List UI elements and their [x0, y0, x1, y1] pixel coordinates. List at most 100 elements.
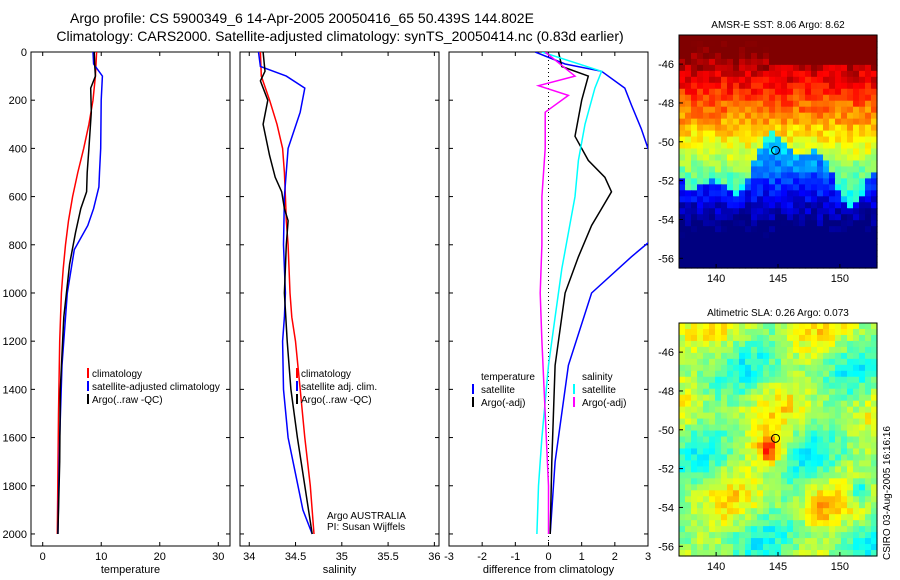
map-cell — [679, 388, 686, 396]
map-cell — [679, 520, 686, 527]
map-cell — [805, 538, 812, 545]
map-cell — [715, 238, 722, 245]
map-cell — [781, 238, 788, 245]
map-cell — [799, 514, 806, 521]
map-cell — [709, 340, 716, 348]
map-cell — [685, 454, 692, 462]
map-cell — [757, 100, 764, 108]
map-cell — [853, 538, 860, 545]
map-cell — [769, 442, 776, 450]
map-cell — [709, 112, 716, 120]
map-cell — [739, 376, 746, 384]
map-cell — [703, 106, 710, 114]
map-cell — [751, 35, 758, 42]
map-cell — [811, 100, 818, 108]
map-cell — [775, 424, 782, 432]
map-cell — [709, 35, 716, 42]
map-cell — [703, 154, 710, 162]
map-cell — [727, 448, 734, 456]
map-cell — [787, 64, 794, 72]
map-cell — [763, 538, 770, 545]
map-cell — [739, 334, 746, 342]
map-cell — [691, 160, 698, 168]
map-cell — [745, 502, 752, 509]
map-cell — [787, 346, 794, 354]
map-cell — [745, 400, 752, 408]
map-cell — [757, 172, 764, 179]
map-cell — [799, 418, 806, 426]
map-cell — [805, 412, 812, 420]
map-cell — [733, 46, 740, 54]
map-cell — [703, 148, 710, 156]
map-cell — [811, 364, 818, 372]
map-cell — [721, 142, 728, 150]
map-cell — [715, 208, 722, 215]
map-cell — [769, 112, 776, 120]
map-cell — [769, 406, 776, 414]
map-cell — [763, 52, 770, 60]
map-cell — [709, 412, 716, 420]
map-cell — [793, 394, 800, 402]
map-cell — [847, 148, 854, 156]
map-cell — [775, 148, 782, 156]
map-cell — [829, 412, 836, 420]
map-cell — [793, 196, 800, 203]
map-cell — [745, 52, 752, 60]
map-cell — [757, 58, 764, 66]
map-cell — [829, 64, 836, 72]
map-cell — [691, 154, 698, 162]
map-cell — [697, 166, 704, 174]
map-cell — [865, 214, 872, 221]
map-cell — [703, 544, 710, 551]
map-cell — [763, 364, 770, 372]
map-cell — [841, 220, 848, 227]
y-tick-label: 400 — [9, 143, 27, 155]
map-cell — [787, 214, 794, 221]
map-cell — [691, 70, 698, 78]
map-cell — [781, 208, 788, 215]
map-cell — [829, 400, 836, 408]
map-cell — [847, 430, 854, 438]
map-cell — [811, 256, 818, 263]
map-cell — [769, 550, 776, 557]
map-cell — [715, 454, 722, 462]
map-cell — [841, 340, 848, 348]
map-cell — [739, 460, 746, 467]
map-cell — [847, 418, 854, 426]
map-cell — [685, 490, 692, 497]
map-cell — [703, 178, 710, 185]
map-cell — [823, 154, 830, 162]
map-cell — [865, 400, 872, 408]
map-cell — [835, 550, 842, 557]
map-cell — [697, 58, 704, 66]
map-cell — [781, 52, 788, 60]
map-cell — [865, 196, 872, 203]
map-cell — [859, 35, 866, 42]
map-cell — [715, 370, 722, 378]
map-cell — [793, 238, 800, 245]
map-cell — [763, 94, 770, 102]
map-cell — [865, 148, 872, 156]
map-cell — [697, 532, 704, 539]
map-cell — [751, 448, 758, 456]
map-cell — [715, 262, 722, 269]
map-cell — [859, 82, 866, 90]
map-cell — [757, 388, 764, 396]
map-cell — [835, 323, 842, 330]
map-cell — [841, 244, 848, 251]
map-cell — [853, 466, 860, 473]
map-cell — [769, 202, 776, 209]
map-cell — [841, 112, 848, 120]
map-cell — [739, 58, 746, 66]
map-cell — [817, 448, 824, 456]
map-cell — [727, 46, 734, 54]
map-cell — [751, 76, 758, 84]
map-cell — [715, 220, 722, 227]
map-cell — [739, 430, 746, 438]
map-cell — [763, 442, 770, 450]
map-cell — [745, 418, 752, 426]
map-cell — [841, 430, 848, 438]
map-cell — [781, 334, 788, 342]
map-cell — [721, 100, 728, 108]
map-cell — [703, 142, 710, 150]
